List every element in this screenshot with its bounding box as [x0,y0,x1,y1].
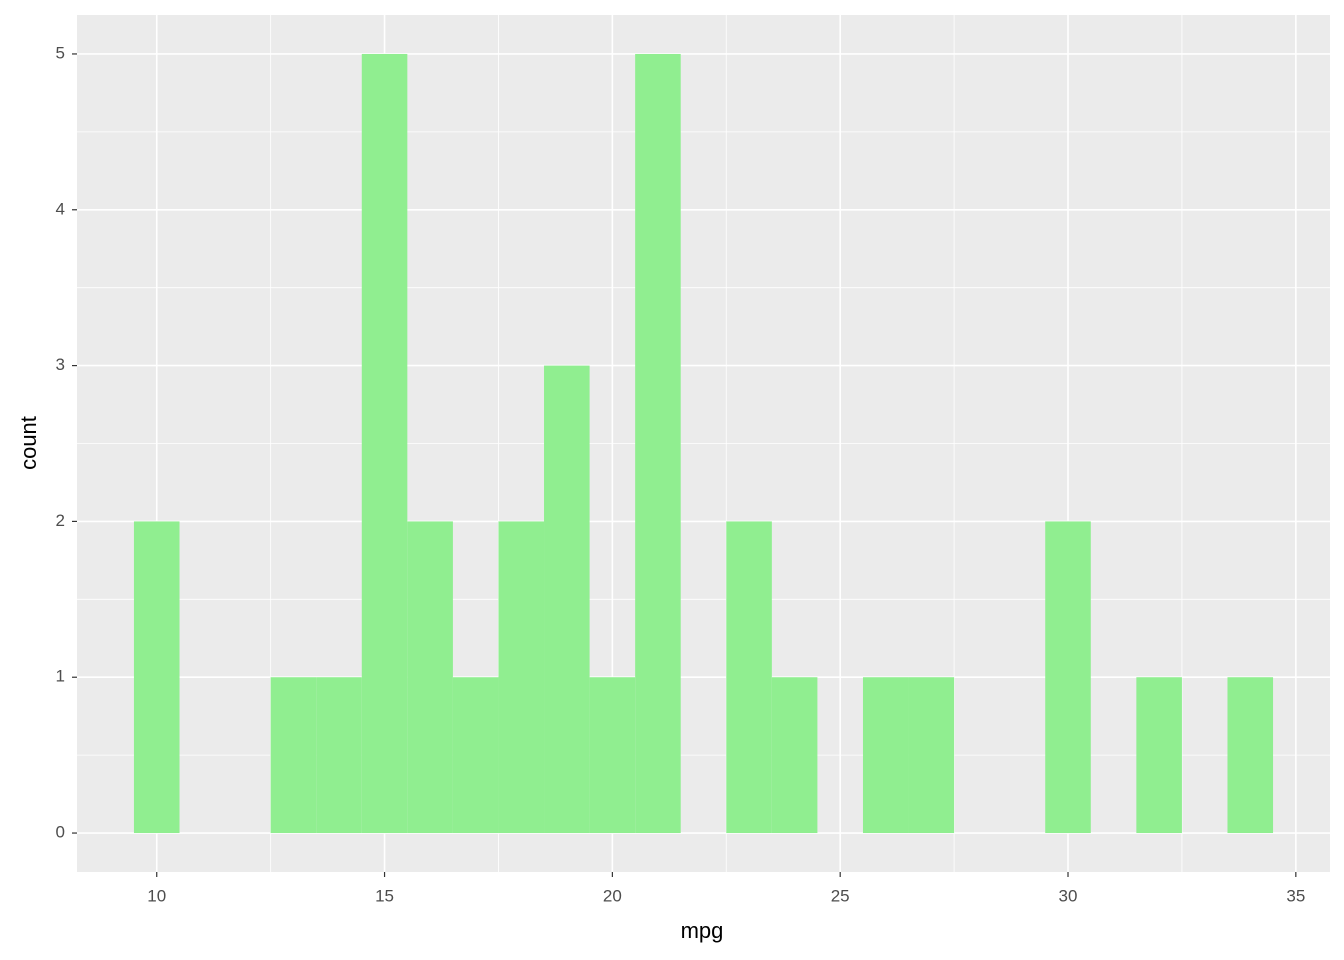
bar [1227,677,1274,834]
bar [635,53,681,834]
bar [498,521,545,834]
y-tick-label: 1 [56,667,65,686]
bar [270,677,317,834]
bar [407,521,453,834]
x-tick-label: 10 [147,886,166,905]
bar [452,677,499,834]
bar [862,677,909,834]
y-tick-label: 5 [56,43,65,62]
bar [771,677,818,834]
y-tick-label: 3 [56,355,65,374]
bar [1045,521,1091,834]
y-axis-title: count [16,416,41,470]
bar [908,677,955,834]
bar [589,677,636,834]
x-tick-label: 30 [1059,886,1078,905]
bar [133,521,180,834]
x-tick-label: 35 [1286,886,1305,905]
bar [544,365,590,834]
y-tick-label: 4 [56,199,65,218]
x-tick-label: 25 [831,886,850,905]
bar [1136,677,1182,834]
bar [361,53,408,834]
bar [726,521,772,834]
x-tick-label: 15 [375,886,394,905]
y-tick-label: 2 [56,511,65,530]
y-tick-label: 0 [56,823,65,842]
x-axis-title: mpg [681,918,724,943]
bar [316,677,362,834]
x-tick-label: 20 [603,886,622,905]
